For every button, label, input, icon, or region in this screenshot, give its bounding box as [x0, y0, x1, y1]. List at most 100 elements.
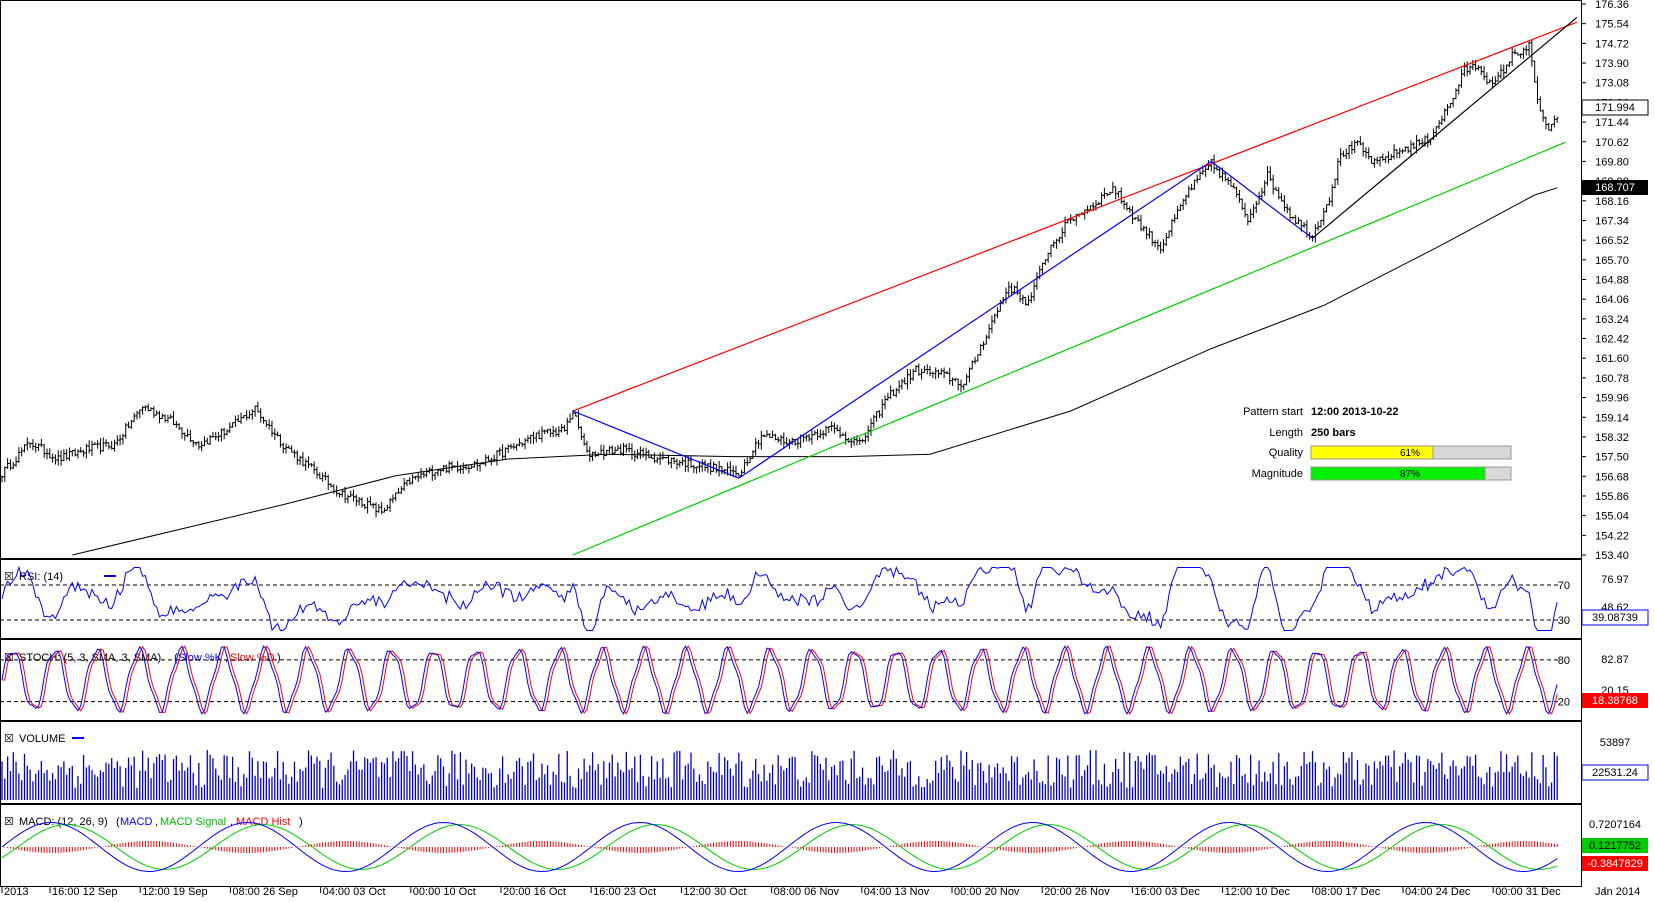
stoch-close-icon[interactable]: ☒: [4, 652, 14, 664]
macd-tick-label: 0.7207164: [1589, 819, 1641, 831]
volume-value-box: [1581, 764, 1649, 781]
time-tick-label: 08:00 26 Sep: [232, 886, 297, 897]
price-tick-label: 159.14: [1595, 412, 1629, 424]
stoch-k-line: [1, 645, 1558, 715]
time-tick-label: 2013: [4, 886, 28, 897]
time-tick-label: 12:00 10 Dec: [1225, 886, 1291, 897]
price-tick-label: 156.68: [1595, 471, 1629, 483]
svg-text:,: ,: [155, 816, 158, 828]
time-tick-label: 04:00 24 Dec: [1405, 886, 1471, 897]
pattern-length-label: Length: [1269, 427, 1303, 439]
price-tick-label: 164.06: [1595, 294, 1629, 306]
macd-close-icon[interactable]: ☒: [4, 816, 14, 828]
volume-tick-label: 53897: [1600, 737, 1631, 749]
volume-close-icon[interactable]: ☒: [4, 733, 14, 745]
ma-value-label: 168.707: [1595, 182, 1635, 194]
volume-panel: ☒ VOLUME: [1, 733, 1558, 800]
price-tick-label: 169.80: [1595, 156, 1629, 168]
macd-value-label: 0.1217752: [1589, 840, 1641, 852]
price-tick-label: 161.60: [1595, 353, 1629, 365]
time-tick-label: 20:00 16 Oct: [503, 886, 566, 897]
rsi-level-label: 30: [1558, 615, 1570, 627]
time-tick-label: 00:00 10 Oct: [413, 886, 476, 897]
price-tick-label: 171.44: [1595, 117, 1629, 129]
time-tick-label: 04:00 03 Oct: [323, 886, 386, 897]
time-tick-label: 16:00 03 Dec: [1134, 886, 1200, 897]
stoch-tick-label: 82.87: [1601, 654, 1629, 666]
macd-value-box: [1582, 838, 1648, 853]
pattern-quality-label: Quality: [1269, 447, 1304, 459]
quality-bar-fill: [1310, 445, 1434, 460]
stoch-d-line: [2, 645, 1558, 715]
rsi-panel: ☒ RSI: (14) 70 30: [0, 565, 1570, 632]
time-tick-label: 12:00 19 Sep: [142, 886, 207, 897]
price-tick-label: 173.90: [1595, 58, 1629, 70]
macd-signal-value-box: [1582, 856, 1648, 871]
price-tick-label: 162.42: [1595, 334, 1629, 346]
macd-signal-legend: MACD Signal: [160, 816, 226, 828]
moving-average-line: [72, 187, 1558, 556]
price-tick-label: 159.96: [1595, 393, 1629, 405]
macd-title: MACD: (12, 26, 9): [19, 816, 108, 828]
pattern-magnitude-label: Magnitude: [1252, 468, 1303, 480]
macd-legend: MACD: [120, 816, 152, 828]
time-axis: 2013 16:00 12 Sep 12:00 19 Sep 08:00 26 Sep…: [1, 886, 1640, 898]
svg-text:(: (: [116, 816, 120, 828]
price-tick-label: 167.34: [1595, 215, 1629, 227]
trend-line: [1312, 16, 1578, 239]
current-price-box: [1581, 99, 1649, 116]
price-tick-label: 163.24: [1595, 314, 1629, 326]
zigzag-pattern-line: [572, 160, 1313, 479]
time-tick-label: 00:00 31 Dec: [1495, 886, 1561, 897]
price-tick-label: 166.52: [1595, 235, 1629, 247]
price-tick-label: 175.54: [1595, 19, 1629, 31]
rsi-close-icon[interactable]: ☒: [4, 571, 14, 583]
stoch-title: STOCH: (5, 3, SMA, 3, SMA): [19, 652, 161, 664]
time-tick-label: 20:00 26 Nov: [1044, 886, 1110, 897]
time-tick-label: 04:00 13 Nov: [864, 886, 930, 897]
price-tick-label: 165.70: [1595, 255, 1629, 267]
svg-text:(: (: [174, 652, 178, 664]
pattern-start-value: 12:00 2013-10-22: [1311, 406, 1398, 418]
time-tick-label: 12:00 30 Oct: [683, 886, 746, 897]
price-tick-label: 174.72: [1595, 38, 1629, 50]
rsi-value-label: 39.08739: [1592, 612, 1638, 624]
macd-line: [1, 821, 1558, 873]
stoch-value-box: [1582, 693, 1648, 708]
price-tick-label: 155.04: [1595, 511, 1629, 523]
stoch-panel: ☒ STOCH: (5, 3, SMA, 3, SMA) ( Slow %K ,…: [0, 645, 1570, 715]
macd-hist-legend: MACD Hist: [236, 816, 290, 828]
pattern-start-label: Pattern start: [1243, 406, 1303, 418]
pattern-magnitude-value: 87%: [1400, 469, 1420, 480]
svg-text:): ): [277, 652, 281, 664]
price-tick-label: 176.36: [1595, 0, 1629, 11]
time-tick-label: 08:00 17 Dec: [1315, 886, 1381, 897]
rsi-level-label: 70: [1558, 580, 1570, 592]
svg-text:,: ,: [225, 652, 228, 664]
price-axis: 176.36175.54174.72173.90173.08172.26171.…: [1581, 0, 1629, 562]
pattern-length-value: 250 bars: [1311, 427, 1356, 439]
stoch-level-label: 20: [1558, 697, 1570, 709]
lower-channel-line: [572, 141, 1566, 556]
price-tick-label: 158.32: [1595, 432, 1629, 444]
pattern-info-box: Pattern start 12:00 2013-10-22 Length 25…: [1243, 406, 1512, 481]
time-tick-label: 00:00 20 Nov: [954, 886, 1020, 897]
price-tick-label: 153.40: [1595, 550, 1629, 562]
price-tick-label: 168.16: [1595, 196, 1629, 208]
current-price-label: 171.994: [1595, 102, 1635, 114]
time-tick-label: 08:00 06 Nov: [774, 886, 840, 897]
price-tick-label: 170.62: [1595, 137, 1629, 149]
time-tick-label: 16:00 12 Sep: [52, 886, 117, 897]
price-tick-label: 155.86: [1595, 491, 1629, 503]
volume-value-label: 22531.24: [1592, 767, 1638, 779]
stoch-value-label: 18.38768: [1592, 695, 1638, 707]
macd-signal-value-label: -0.3847829: [1587, 858, 1643, 870]
rsi-title: RSI: (14): [19, 571, 63, 583]
ma-value-box: [1582, 180, 1648, 195]
price-tick-label: 154.22: [1595, 530, 1629, 542]
volume-title: VOLUME: [19, 733, 65, 745]
price-tick-label: 164.88: [1595, 275, 1629, 287]
svg-text:,: ,: [230, 816, 233, 828]
